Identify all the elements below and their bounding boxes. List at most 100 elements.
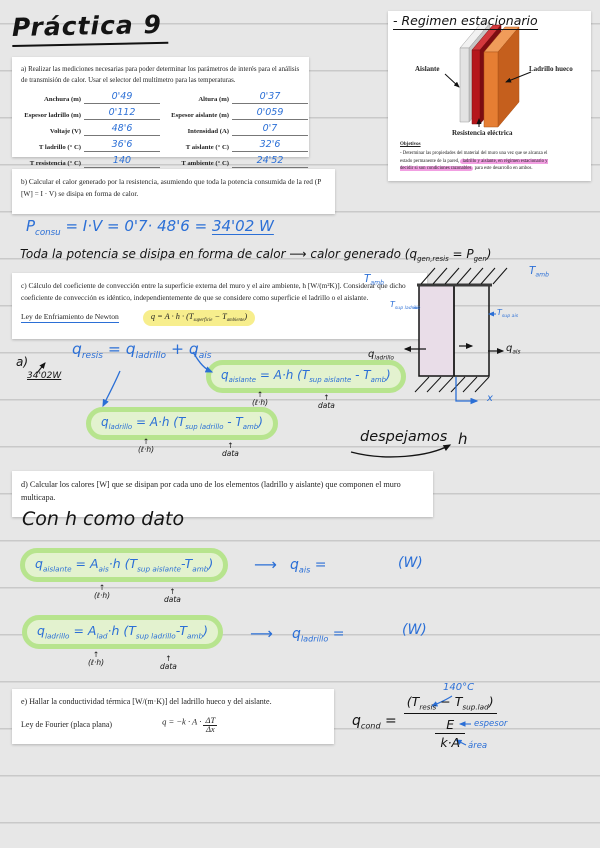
field-label: T ladrillo (° C) <box>38 143 81 151</box>
up-arrow-icon: ↑ <box>227 441 234 450</box>
hatching-bottom <box>414 376 490 393</box>
watt-unit: (W) <box>398 555 423 571</box>
area-annotation: ↑ (ℓ·h) <box>252 390 269 407</box>
field-value: 0'7 <box>232 123 308 137</box>
despejamos-note: despejamos <box>360 429 448 445</box>
field-label: Intensidad (A) <box>187 127 229 135</box>
field-value: 36'6 <box>84 139 160 153</box>
x-axis-label: x <box>487 393 493 404</box>
up-arrow-icon: ↑ <box>98 583 106 592</box>
ladrillo-equation-highlighted: qladrillo = Alad·h (Tsup ladrillo-Tamb) <box>22 615 223 650</box>
exercise-a-box: a) Realizar las mediciones necesarias pa… <box>12 57 309 168</box>
aislante-pointer-line <box>444 73 460 88</box>
field-label: Altura (m) <box>198 95 229 103</box>
objetivos-paragraph: - Determinar las propiedades del materia… <box>400 150 552 173</box>
field-value: 24'52 <box>232 155 308 168</box>
slab-diagram <box>444 22 532 128</box>
aislante-label: Aislante <box>415 65 440 73</box>
field-label: Voltaje (V) <box>49 127 81 135</box>
h-variable: h <box>458 430 468 448</box>
q-ais-label: qais <box>506 343 521 356</box>
field-label: Anchura (m) <box>44 95 81 103</box>
q-ladrillo-result: qladrillo = <box>292 626 345 644</box>
resistencia-label: Resistencia eléctrica <box>452 129 513 137</box>
espesor-E: E <box>446 717 455 733</box>
newton-formula-highlight: q = A · h · (Tsuperficie − Tambiente) <box>142 309 256 326</box>
up-arrow-icon: ↑ <box>165 654 172 663</box>
measurement-table: Anchura (m) 0'49 Altura (m) 0'37 Espesor… <box>21 91 308 168</box>
field-value: 0'112 <box>84 107 160 121</box>
aislante-equation-highlighted: qaislante = A·h (Tsup aislante - Tamb) <box>206 360 406 394</box>
figure-title: - Regimen estacionario <box>393 13 538 30</box>
item-a-marker: a) <box>16 355 29 369</box>
area-annotation: ↑ (ℓ·h) <box>88 650 105 667</box>
field-value: 0'49 <box>84 91 160 105</box>
t-amb-label-right: Tamb <box>529 265 549 279</box>
objetivos-text: para este desarrollo en ambos. <box>473 166 533 172</box>
field-value: 32'6 <box>232 139 308 153</box>
up-arrow-icon: ↑ <box>256 390 264 399</box>
fourier-law-label: Ley de Fourier (placa plana) <box>21 720 113 730</box>
aislante-equation-highlighted: qaislante = Aais·h (Tsup aislante-Tamb) <box>20 548 229 583</box>
arrow-to-ladrillo-eq <box>102 370 121 408</box>
field-value: 0'059 <box>232 107 308 121</box>
data-annotation: ↑ data <box>318 393 335 410</box>
area-annotation: ↑ (ℓ·h) <box>138 437 155 454</box>
ladrillo-hueco-label: Ladrillo hueco <box>529 65 573 73</box>
exercise-b-text: b) Calcular el calor generado por la res… <box>21 177 322 198</box>
t-sup-ladrillo-label: Tsup ladrillo <box>390 300 421 312</box>
area-annotation-blue: área <box>468 741 488 751</box>
field-label: Espesor ladrillo (m) <box>24 111 81 119</box>
power-equation: Pconsu = I·V = 0'7· 48'6 = 34'02 W <box>26 217 274 238</box>
x-axis-arrow <box>455 377 479 405</box>
fourier-formula: q = −k · A · ΔT Δx <box>162 714 218 734</box>
q-ais-result: qais = <box>290 557 327 575</box>
q-ladrillo-label: qladrillo <box>368 349 394 362</box>
field-label: Espesor aislante (m) <box>171 111 229 119</box>
field-label: T ambiente (° C) <box>181 159 229 167</box>
con-h-como-dato-note: Con h como dato <box>22 508 185 530</box>
exercise-e-text: e) Hallar la conductividad térmica [W/(m… <box>21 697 272 706</box>
objetivos-text: - Determinar las propiedades del materia… <box>400 151 548 164</box>
value-3402w-note: 34'02W <box>27 371 62 381</box>
up-arrow-icon: ↑ <box>142 437 150 446</box>
exercise-b-box: b) Calcular el calor generado por la res… <box>12 169 335 214</box>
field-value: 140 <box>84 155 160 168</box>
hatching-top <box>420 267 508 285</box>
figure-box-regimen: - Regimen estacionario <box>388 11 591 181</box>
newton-law-label: Ley de Enfriamiento de Newton <box>21 312 119 324</box>
ladrillo-slab <box>483 26 520 128</box>
q-cond-lhs: qcond = <box>352 713 397 731</box>
data-annotation: ↑ data <box>222 441 239 458</box>
implies-arrow: ⟶ <box>254 555 277 574</box>
implies-arrow: ⟶ <box>250 624 273 643</box>
field-label: T aislante (° C) <box>185 143 229 151</box>
heat-balance-equation: qresis = qladrillo + qais <box>72 340 212 362</box>
exercise-d-text: d) Calcular los calores [W] que se disip… <box>21 480 401 503</box>
t-sup-ais-label: Tsup ais <box>497 308 519 320</box>
q-cond-denominator: E k·A <box>404 714 497 750</box>
exercise-c-box: c) Cálculo del coeficiente de convección… <box>12 273 427 339</box>
data-annotation: ↑ data <box>164 587 181 604</box>
field-label: T resistencia (° C) <box>29 159 81 167</box>
page-title: Práctica 9 <box>11 9 169 47</box>
despejamos-underline-arrow <box>350 444 452 458</box>
q-cond-numerator: (Tresis − Tsup.lad) <box>406 694 494 712</box>
objetivos-heading: Objetivos <box>400 142 421 147</box>
field-value: 0'37 <box>232 91 308 105</box>
exercise-d-box: d) Calcular los calores [W] que se disip… <box>12 471 433 517</box>
heat-dissipation-note: Toda la potencia se disipa en forma de c… <box>20 247 492 264</box>
up-arrow-icon: ↑ <box>92 650 100 659</box>
espesor-annotation: espesor <box>474 719 508 729</box>
exercise-e-box: e) Hallar la conductividad térmica [W/(m… <box>12 689 334 744</box>
ladrillo-pointer-line <box>505 71 532 83</box>
up-arrow-icon: ↑ <box>323 393 330 402</box>
k-por-area: k·A <box>440 735 461 751</box>
exercise-c-text: c) Cálculo del coeficiente de convección… <box>21 281 406 302</box>
field-value: 48'6 <box>84 123 160 137</box>
data-annotation: ↑ data <box>160 654 177 671</box>
t-amb-label-left: Tamb <box>364 273 384 287</box>
temp-140-annotation: 140°C <box>443 682 475 693</box>
up-arrow-icon: ↑ <box>169 587 176 596</box>
